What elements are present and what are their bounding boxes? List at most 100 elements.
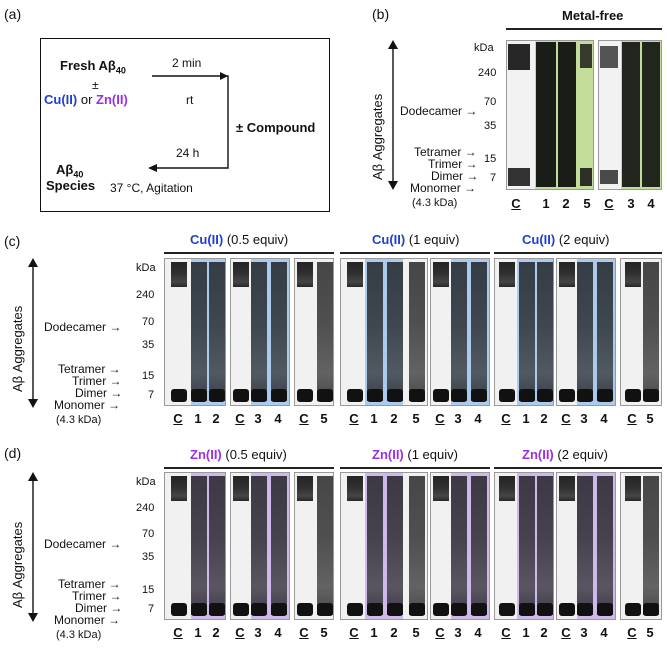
d-species-monomer: Monomer → bbox=[54, 613, 121, 627]
cu-lane-smear bbox=[559, 262, 575, 287]
cu-lane-label-4: C bbox=[235, 411, 245, 426]
cu-lane-smear bbox=[537, 262, 553, 401]
divider-d-3 bbox=[494, 467, 662, 469]
zn-lane-label-6: 4 bbox=[274, 625, 282, 640]
scheme-time1: 2 min bbox=[172, 56, 202, 70]
scheme-species-abeta: Aβ40 bbox=[56, 162, 84, 180]
zn-lane-label-3: 2 bbox=[212, 625, 220, 640]
cu-lane-smear bbox=[519, 262, 535, 401]
zn-lane-smear bbox=[559, 476, 575, 501]
c-monomer-mass: (4.3 kDa) bbox=[56, 414, 102, 426]
cu-lane-smear bbox=[297, 262, 313, 287]
header-c-1: Cu(II) (0.5 equiv) bbox=[190, 232, 289, 247]
cu-gel-7 bbox=[556, 258, 616, 406]
panel-b-label: (b) bbox=[372, 6, 390, 22]
c-species-trimer: Trimer → bbox=[72, 374, 122, 388]
c-aggregates-label: Aβ Aggregates bbox=[10, 305, 25, 392]
zn-lane-smear bbox=[499, 476, 515, 501]
species-dodecamer: Dodecamer → bbox=[400, 104, 478, 118]
c-tick-70: 70 bbox=[142, 316, 155, 328]
panel-a-label: (a) bbox=[4, 6, 22, 22]
cu-lane-label-21: 4 bbox=[600, 411, 608, 426]
c-tick-240: 240 bbox=[136, 289, 155, 301]
lane-b-4: 4 bbox=[647, 196, 655, 211]
c-aggregates-double-arrow bbox=[28, 258, 38, 408]
zn-lane-label-13: C bbox=[435, 625, 445, 640]
zn-lane-smear bbox=[233, 476, 249, 501]
zn-lane-label-23: 5 bbox=[646, 625, 654, 640]
cu-lane-band bbox=[559, 389, 575, 402]
cu-lane-label-2: 1 bbox=[194, 411, 202, 426]
zn-lane-label-8: 5 bbox=[320, 625, 328, 640]
scheme-time2: 24 h bbox=[176, 146, 200, 160]
d-tick-35: 35 bbox=[142, 551, 155, 563]
cu-lane-smear bbox=[271, 262, 287, 401]
aggregates-double-arrow bbox=[388, 40, 398, 190]
zn-lane-smear bbox=[367, 476, 383, 615]
zn-lane-label-5: 3 bbox=[254, 625, 262, 640]
cu-lane-band bbox=[171, 389, 187, 402]
aggregates-label: Aβ Aggregates bbox=[370, 93, 385, 180]
d-species-dimer: Dimer → bbox=[75, 601, 123, 615]
zn-lane-band bbox=[409, 603, 425, 616]
monomer-mass: (4.3 kDa) bbox=[412, 197, 458, 209]
cu-lane-label-23: 5 bbox=[646, 411, 654, 426]
metal-free-divider bbox=[506, 28, 662, 30]
zn-lane-label-15: 4 bbox=[474, 625, 482, 640]
zn-lane-smear bbox=[409, 476, 425, 615]
zn-lane-band bbox=[251, 603, 267, 616]
scheme-metals: Cu(II) or Zn(II) bbox=[44, 92, 128, 107]
divider-c-2 bbox=[340, 252, 490, 254]
divider-d-2 bbox=[340, 467, 490, 469]
zn-lane-smear bbox=[209, 476, 225, 615]
cu-lane-label-8: 5 bbox=[320, 411, 328, 426]
zn-gel-6 bbox=[494, 472, 554, 620]
zn-lane-band bbox=[317, 603, 333, 616]
header-d-2: Zn(II) (1 equiv) bbox=[372, 447, 458, 462]
zn-lane-label-20: 3 bbox=[580, 625, 588, 640]
zn-lane-smear bbox=[191, 476, 207, 615]
cu-lane-band bbox=[409, 389, 425, 402]
cu-lane-label-18: 2 bbox=[540, 411, 548, 426]
lane-b-3: 3 bbox=[627, 196, 635, 211]
d-monomer-mass: (4.3 kDa) bbox=[56, 629, 102, 641]
zn-gel-8 bbox=[620, 472, 662, 620]
cu-lane-smear bbox=[409, 262, 425, 401]
cu-lane-smear bbox=[387, 262, 403, 401]
zn-lane-label-18: 2 bbox=[540, 625, 548, 640]
c-kda-label: kDa bbox=[136, 262, 156, 274]
cu-gel-6 bbox=[494, 258, 554, 406]
zn-lane-label-11: 2 bbox=[390, 625, 398, 640]
c-tick-7: 7 bbox=[148, 389, 155, 401]
scheme-species: Species bbox=[46, 178, 96, 193]
scheme-cond1: rt bbox=[186, 93, 194, 107]
tick-15: 15 bbox=[484, 153, 497, 165]
zn-lane-band bbox=[537, 603, 553, 616]
zn-lane-smear bbox=[271, 476, 287, 615]
cu-gel-2 bbox=[230, 258, 290, 406]
cu-lane-band bbox=[625, 389, 641, 402]
cu-lane-band bbox=[233, 389, 249, 402]
d-tick-7: 7 bbox=[148, 603, 155, 615]
zn-lane-smear bbox=[597, 476, 613, 615]
zn-lane-band bbox=[347, 603, 363, 616]
zn-lane-label-19: C bbox=[561, 625, 571, 640]
zn-lane-band bbox=[625, 603, 641, 616]
zn-gel-5 bbox=[430, 472, 490, 620]
tick-240: 240 bbox=[478, 67, 497, 79]
zn-lane-band bbox=[451, 603, 467, 616]
species-monomer: Monomer → bbox=[410, 181, 477, 195]
cu-lane-band bbox=[499, 389, 515, 402]
zn-lane-band bbox=[297, 603, 313, 616]
zn-lane-label-2: 1 bbox=[194, 625, 202, 640]
cu-lane-band bbox=[537, 389, 553, 402]
cu-lane-label-5: 3 bbox=[254, 411, 262, 426]
zn-lane-band bbox=[519, 603, 535, 616]
lane-b-c1: C bbox=[511, 196, 521, 211]
zn-lane-smear bbox=[471, 476, 487, 615]
zn-lane-band bbox=[387, 603, 403, 616]
cu-lane-label-11: 2 bbox=[390, 411, 398, 426]
zn-lane-band bbox=[499, 603, 515, 616]
cu-lane-label-1: C bbox=[173, 411, 183, 426]
zn-lane-smear bbox=[433, 476, 449, 501]
